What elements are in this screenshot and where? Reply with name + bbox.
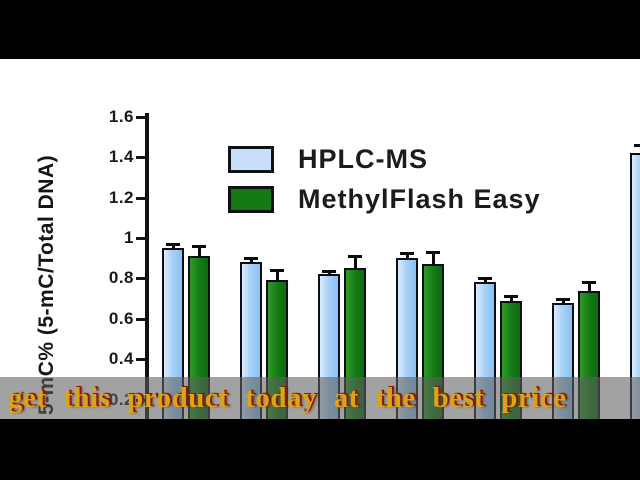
error-bar-cap [270, 269, 284, 273]
error-bar-cap [322, 270, 336, 274]
legend-item-hplc-ms: HPLC-MS [228, 143, 541, 174]
y-axis-tick-label: 0.4 [108, 349, 134, 369]
y-axis-tick [136, 317, 146, 321]
legend-swatch-methylflash-easy [228, 185, 274, 213]
error-bar-cap [504, 294, 518, 298]
plot-area: 5-mC% (5-mC/Total DNA) HPLC-MS MethylFlas… [0, 59, 640, 419]
y-axis-tick-label: 1.4 [108, 147, 134, 167]
legend-label-methylflash-easy: MethylFlash Easy [298, 183, 541, 214]
error-bar-cap [244, 257, 258, 261]
error-bar-cap [192, 245, 206, 249]
error-bar-line [354, 256, 357, 269]
error-bar-line [510, 295, 513, 301]
error-bar-line [172, 244, 175, 249]
y-axis-tick-label: 1.2 [108, 187, 134, 207]
y-axis-line [145, 113, 149, 419]
error-bar-line [432, 252, 435, 265]
caption-text: get this product today at the best price [8, 381, 567, 414]
legend-item-methylflash-easy: MethylFlash Easy [228, 183, 541, 214]
y-axis-tick-label: 0.8 [108, 268, 134, 288]
error-bar-line [484, 278, 487, 283]
bottom-letterbox [0, 419, 640, 480]
legend-swatch-hplc-ms [228, 145, 274, 173]
bar-hplc-ms-group1 [162, 248, 184, 419]
y-axis-tick-label: 1.6 [108, 106, 134, 126]
y-axis-tick [136, 156, 146, 160]
error-bar-cap [556, 297, 570, 301]
y-axis-tick [136, 358, 146, 362]
legend: HPLC-MS MethylFlash Easy [228, 143, 541, 214]
y-axis-tick-label: 1 [124, 228, 134, 247]
y-axis-tick-label: 0.6 [108, 308, 134, 328]
error-bar-line [406, 253, 409, 259]
y-axis-tick [136, 237, 146, 240]
y-axis-tick [136, 196, 146, 200]
error-bar-line [198, 246, 201, 257]
error-bar-cap [348, 255, 362, 259]
error-bar-line [250, 258, 253, 263]
error-bar-line [562, 298, 565, 303]
caption-band: get this product today at the best price [0, 377, 640, 419]
error-bar-cap [400, 252, 414, 256]
error-bar-cap [426, 251, 440, 255]
error-bar-cap [166, 243, 180, 247]
y-axis-tick [136, 277, 146, 281]
legend-label-hplc-ms: HPLC-MS [298, 143, 428, 174]
chart-frame: 5-mC% (5-mC/Total DNA) HPLC-MS MethylFlas… [0, 59, 640, 419]
error-bar-cap [634, 144, 640, 148]
error-bar-cap [478, 277, 492, 281]
error-bar-cap [582, 281, 596, 285]
bar-hplc-ms-group7 [630, 153, 640, 419]
y-axis-tick [136, 115, 146, 119]
error-bar-line [276, 270, 279, 281]
top-letterbox [0, 0, 640, 59]
error-bar-line [588, 282, 591, 291]
